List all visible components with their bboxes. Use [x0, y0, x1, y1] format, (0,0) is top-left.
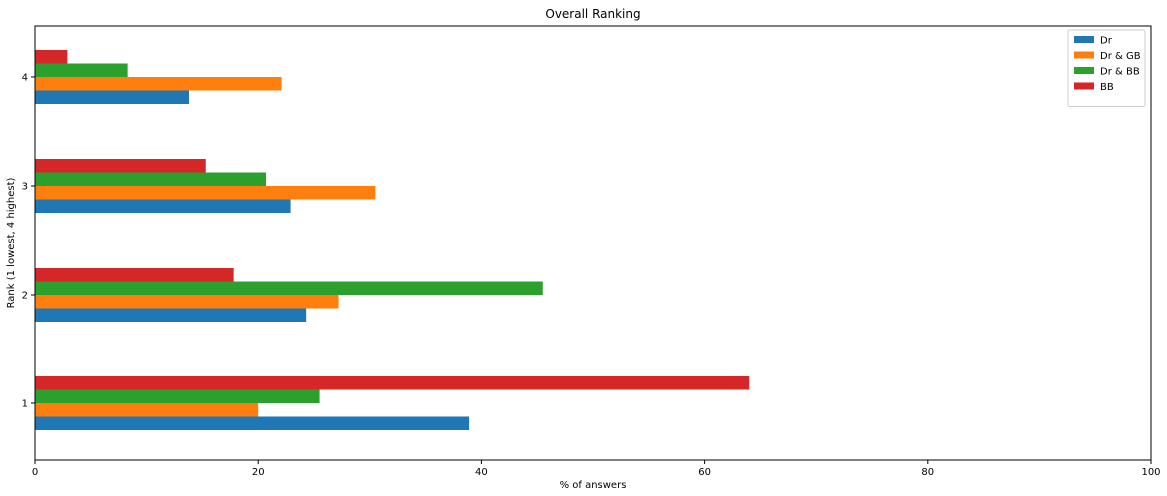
bar-bb-rank-4 — [35, 50, 68, 64]
bar-dr-rank-3 — [35, 199, 291, 213]
legend-label: Dr & BB — [1100, 67, 1140, 78]
legend-label: Dr — [1100, 36, 1113, 47]
y-axis-ticks: 1 2 3 4 — [22, 73, 35, 410]
x-tick-label: 0 — [32, 467, 38, 478]
plot-frame — [34, 25, 1152, 461]
legend-label: BB — [1100, 82, 1114, 93]
y-tick-label: 3 — [22, 182, 28, 193]
bar-dr-gb-rank-1 — [35, 403, 259, 417]
bar-dr-gb-rank-3 — [35, 186, 376, 200]
x-axis-ticks: 0 20 40 60 80 100 — [32, 460, 1161, 478]
x-tick-label: 100 — [1141, 467, 1160, 478]
bar-dr-bb-rank-1 — [35, 389, 320, 403]
bar-bb-rank-1 — [35, 376, 750, 390]
x-tick-label: 60 — [698, 467, 711, 478]
bar-dr-bb-rank-2 — [35, 281, 543, 295]
legend-swatch — [1074, 36, 1094, 43]
bar-bb-rank-2 — [35, 268, 234, 282]
legend-swatch — [1074, 67, 1094, 74]
bar-dr-rank-1 — [35, 416, 470, 430]
bar-dr-rank-4 — [35, 90, 190, 104]
x-tick-label: 80 — [921, 467, 934, 478]
bar-dr-bb-rank-4 — [35, 63, 128, 77]
legend: Dr Dr & GB Dr & BB BB — [1067, 29, 1146, 107]
bars-group — [35, 50, 750, 430]
bar-dr-bb-rank-3 — [35, 172, 267, 186]
y-tick-label: 1 — [22, 399, 28, 410]
y-tick-label: 4 — [22, 73, 28, 84]
chart-title: Overall Ranking — [545, 7, 640, 21]
legend-swatch — [1074, 51, 1094, 59]
x-tick-label: 40 — [475, 467, 488, 478]
bar-dr-gb-rank-2 — [35, 295, 339, 309]
y-tick-label: 2 — [22, 291, 28, 302]
bar-dr-gb-rank-4 — [35, 77, 282, 91]
bar-dr-rank-2 — [35, 308, 307, 322]
legend-label: Dr & GB — [1100, 51, 1141, 62]
legend-swatch — [1074, 82, 1094, 90]
bar-bb-rank-3 — [35, 159, 206, 173]
y-axis-label: Rank (1 lowest, 4 highest) — [6, 177, 17, 308]
x-axis-label: % of answers — [560, 480, 627, 491]
x-tick-label: 20 — [252, 467, 265, 478]
